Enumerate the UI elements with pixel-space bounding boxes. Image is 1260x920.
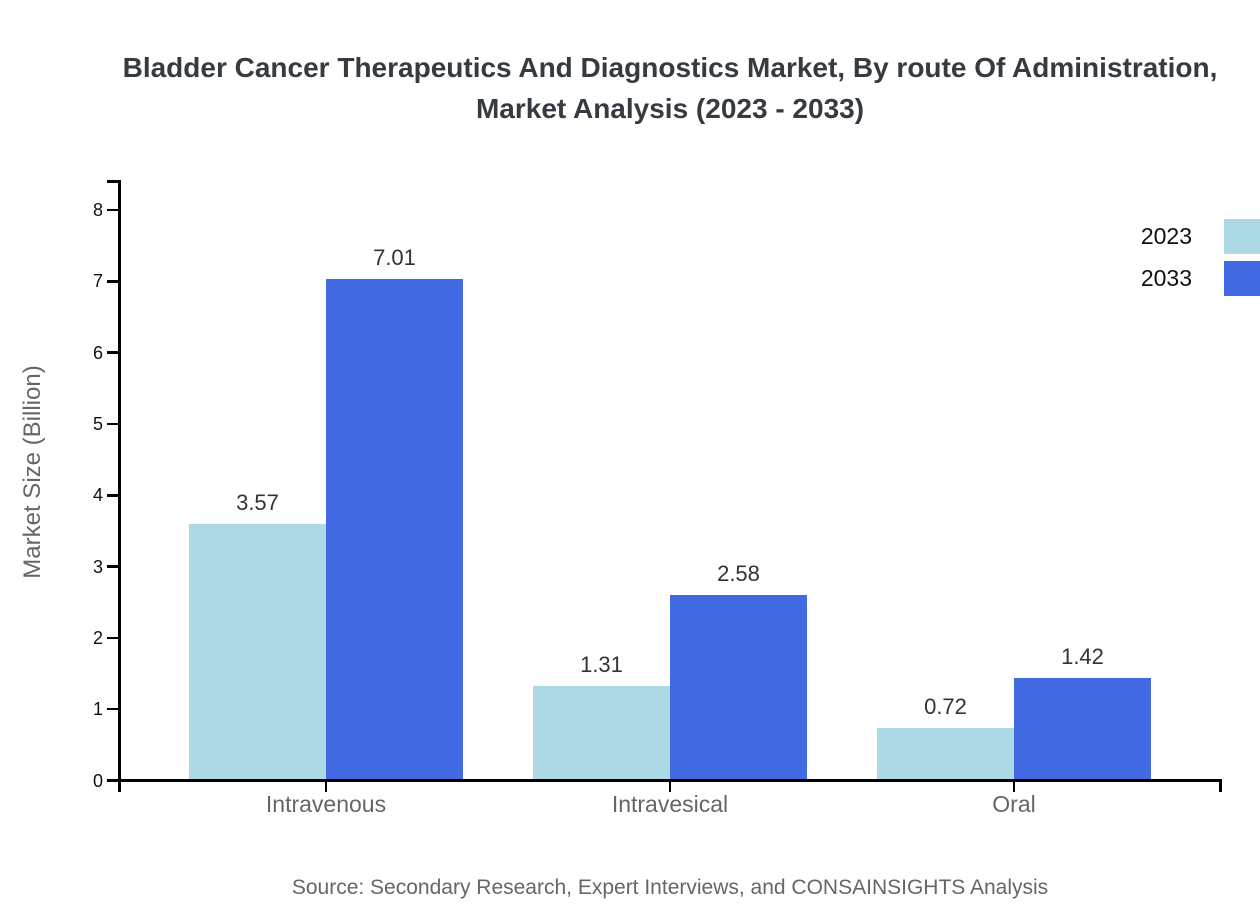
- legend-item-2023: 2023: [1128, 219, 1260, 261]
- legend-label-2033: 2033: [1140, 265, 1192, 291]
- y-tick-label: 0: [92, 770, 103, 791]
- x-tick-mark: [1012, 782, 1016, 792]
- y-tick-mark: [107, 565, 118, 568]
- y-axis-top-cap: [107, 180, 121, 183]
- y-tick-label: 6: [92, 342, 103, 363]
- x-axis-line: [118, 779, 1222, 782]
- y-tick-label: 2: [92, 627, 103, 648]
- bar-value-label: 1.42: [1061, 643, 1104, 669]
- bar-value-label: 7.01: [373, 245, 416, 271]
- x-tick-mark: [668, 782, 672, 792]
- y-axis-title: Market Size (Billion): [19, 365, 46, 579]
- x-category-label: Intravesical: [611, 791, 729, 817]
- bar-2033-intravenous: [326, 279, 463, 779]
- y-tick-label: 5: [92, 414, 103, 434]
- bar-2033-oral: [1014, 677, 1151, 779]
- bar-2023-intravesical: [533, 685, 670, 779]
- y-tick-mark: [107, 280, 118, 283]
- x-axis-end-cap: [1219, 779, 1222, 792]
- y-tick-mark: [107, 636, 118, 640]
- y-tick-label: 4: [92, 485, 103, 506]
- y-tick-mark: [107, 422, 118, 426]
- y-tick-label: 1: [92, 699, 103, 720]
- x-category-label: Intravenous: [265, 791, 387, 817]
- y-tick-mark: [107, 494, 118, 497]
- chart-title-line-1: Bladder Cancer Therapeutics And Diagnost…: [122, 52, 1218, 83]
- y-tick-label: 3: [92, 556, 103, 577]
- bar-2033-intravesical: [670, 595, 807, 779]
- x-category-label: Oral: [992, 791, 1036, 817]
- y-tick-mark: [107, 351, 118, 354]
- legend-item-2033: 2033: [1128, 261, 1260, 303]
- x-tick-mark: [324, 782, 328, 792]
- bar-value-label: 2.58: [717, 561, 760, 587]
- y-tick-mark: [107, 208, 118, 212]
- legend: 2023 2033: [1128, 219, 1260, 303]
- bar-2023-oral: [877, 727, 1014, 779]
- y-tick-mark: [107, 779, 118, 782]
- chart-title-line-2: Market Analysis (2023 - 2033): [475, 93, 865, 124]
- bar-value-label: 1.31: [580, 651, 623, 677]
- source-note: Source: Secondary Research, Expert Inter…: [291, 876, 1049, 899]
- legend-label-2023: 2023: [1140, 223, 1192, 249]
- legend-swatch-2033-icon: [1224, 261, 1260, 296]
- bar-value-label: 0.72: [924, 693, 967, 719]
- y-tick-label: 7: [92, 271, 103, 292]
- y-tick-label: 8: [92, 200, 103, 221]
- y-axis-line: [118, 180, 121, 792]
- y-tick-mark: [107, 707, 118, 711]
- bar-value-label: 3.57: [236, 490, 279, 516]
- legend-swatch-2023-icon: [1224, 219, 1260, 254]
- bar-2023-intravenous: [189, 524, 326, 779]
